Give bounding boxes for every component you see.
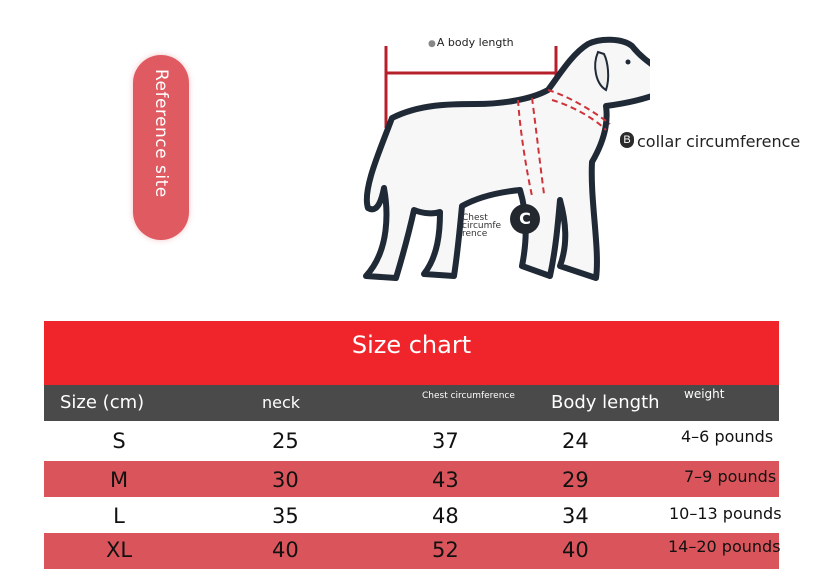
cell-neck: 40 — [272, 538, 299, 562]
header-neck: neck — [262, 393, 301, 412]
table-row: S 25 37 24 4–6 pounds — [44, 423, 779, 459]
marker-b: B — [620, 132, 634, 148]
collar-dashed-lines — [547, 89, 611, 131]
cell-body-length: 34 — [562, 504, 589, 528]
dog-eye — [625, 59, 631, 65]
cell-weight: 4–6 pounds — [681, 427, 774, 446]
cell-neck: 30 — [272, 468, 299, 492]
cell-size: M — [109, 468, 129, 492]
cell-body-length: 24 — [562, 429, 589, 453]
cell-body-length: 40 — [562, 538, 589, 562]
dog-measurement-diagram — [363, 36, 650, 281]
cell-size: L — [113, 504, 125, 528]
size-chart-header: Size chart — [44, 321, 779, 385]
collar-circumference-label: collar circumference — [637, 132, 801, 151]
table-row: L 35 48 34 10–13 pounds — [44, 499, 782, 535]
cell-chest: 48 — [432, 504, 459, 528]
header-weight: weight — [684, 387, 725, 401]
body-length-label: ●A body length — [428, 36, 514, 49]
cell-weight: 10–13 pounds — [669, 504, 782, 523]
reference-site-badge: Reference site — [133, 55, 189, 240]
marker-c: C — [510, 204, 540, 234]
chest-circumference-label: Chest circumfe rence — [462, 213, 502, 239]
cell-weight: 14–20 pounds — [668, 537, 781, 556]
header-body-length: Body length — [551, 392, 660, 413]
cell-size: S — [112, 429, 126, 453]
cell-weight: 7–9 pounds — [684, 467, 777, 486]
cell-chest: 43 — [432, 468, 459, 492]
size-chart-title: Size chart — [351, 331, 472, 359]
dog-silhouette — [363, 36, 650, 281]
table-row: XL 40 52 40 14–20 pounds — [44, 533, 781, 569]
cell-neck: 25 — [272, 429, 299, 453]
header-size: Size (cm) — [60, 392, 145, 413]
cell-chest: 37 — [432, 429, 459, 453]
reference-site-label: Reference site — [151, 69, 171, 198]
cell-size: XL — [105, 538, 133, 562]
cell-body-length: 29 — [562, 468, 589, 492]
table-row: M 30 43 29 7–9 pounds — [44, 461, 779, 497]
size-chart-column-headers: Size (cm) neck Chest circumference Body … — [44, 385, 779, 421]
header-chest: Chest circumference — [422, 391, 515, 401]
cell-neck: 35 — [272, 504, 299, 528]
body-length-dot: ● — [428, 39, 436, 49]
cell-chest: 52 — [432, 538, 459, 562]
dog-ear — [594, 50, 610, 92]
